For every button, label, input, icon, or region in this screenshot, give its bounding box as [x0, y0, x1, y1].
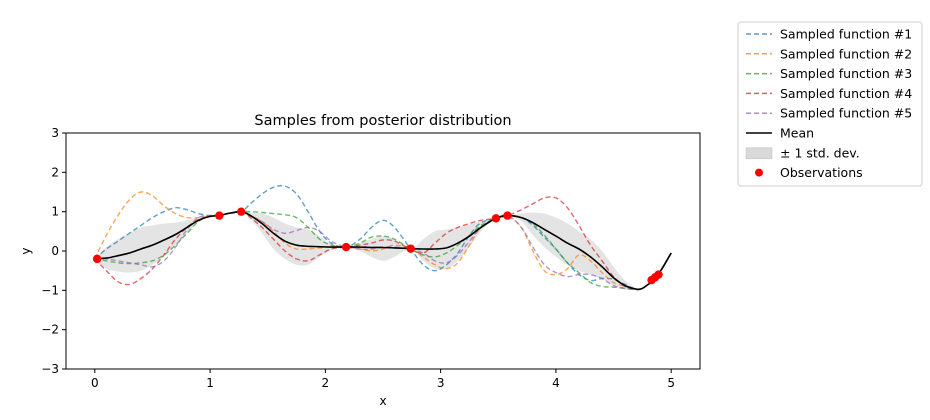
legend-box — [737, 21, 923, 187]
legend-swatch-observations — [755, 168, 763, 177]
legend-label-sampled-function-1: Sampled function #1 — [780, 27, 912, 42]
legend-label-observations: Observations — [780, 165, 863, 180]
legend-label-sampled-function-4: Sampled function #4 — [780, 86, 912, 101]
y-tick-label: 2 — [51, 165, 59, 179]
observation-point — [92, 254, 102, 264]
observation-point — [491, 214, 501, 223]
y-tick-label: 1 — [51, 205, 59, 219]
series-line-sampled-function-5 — [94, 210, 672, 290]
y-axis-title: y — [19, 247, 33, 254]
y-tick-label: −2 — [41, 323, 59, 337]
legend-label-1-std-dev: ± 1 std. dev. — [780, 145, 860, 160]
chart-title: Samples from posterior distribution — [254, 113, 511, 129]
x-tick-label: 5 — [667, 376, 675, 390]
std-dev-band — [94, 211, 672, 291]
legend-label-sampled-function-5: Sampled function #5 — [780, 106, 912, 121]
x-tick-label: 4 — [552, 376, 560, 390]
y-tick-label: −1 — [41, 283, 59, 297]
legend-label-sampled-function-2: Sampled function #2 — [780, 46, 912, 61]
y-tick-label: 0 — [51, 244, 59, 258]
x-tick-label: 0 — [91, 376, 99, 390]
x-tick-label: 1 — [206, 376, 214, 390]
x-tick-label: 3 — [437, 376, 445, 390]
y-tick-label: 3 — [51, 126, 59, 140]
series-line-sampled-function-3 — [94, 210, 672, 291]
series-line-sampled-function-1 — [94, 184, 672, 291]
x-axis-title: x — [379, 394, 386, 408]
legend-swatch-band — [745, 147, 773, 160]
observation-point — [237, 207, 246, 216]
legend-label-mean: Mean — [780, 126, 814, 141]
observation-point — [406, 244, 415, 253]
observation-point — [215, 211, 224, 220]
legend: Sampled function #1 Sampled function #2 Sa… — [737, 21, 923, 187]
series-line-mean — [94, 210, 672, 291]
legend-label-sampled-function-3: Sampled function #3 — [780, 66, 912, 81]
x-tick-label: 2 — [322, 376, 330, 390]
series-line-sampled-function-2 — [94, 191, 672, 291]
observation-point — [654, 270, 663, 279]
observation-point — [341, 242, 351, 252]
observation-point — [503, 211, 512, 220]
y-tick-label: −3 — [41, 362, 59, 376]
